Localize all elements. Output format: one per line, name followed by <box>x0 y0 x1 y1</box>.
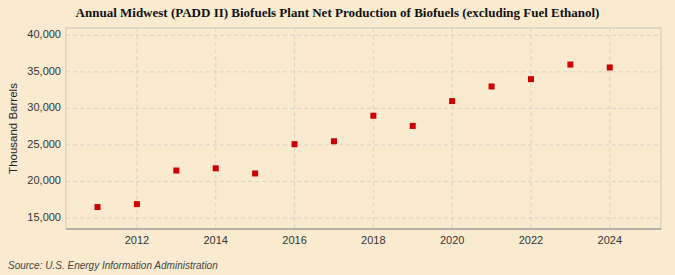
point <box>173 168 179 174</box>
point <box>252 170 258 176</box>
marks <box>95 62 613 211</box>
tick-label: 25,000 <box>27 138 61 150</box>
grid-line <box>66 108 661 109</box>
grid <box>66 28 661 229</box>
grid-line <box>609 28 610 229</box>
tick-label: 30,000 <box>27 101 61 113</box>
grid-line <box>373 28 374 229</box>
tick-label: 35,000 <box>27 65 61 77</box>
tick-label: 2016 <box>282 234 306 246</box>
tick-label: 2024 <box>598 234 622 246</box>
annotation: Source: U.S. Energy Information Administ… <box>8 260 218 271</box>
grid-line <box>530 28 531 229</box>
y-axis-label: Thousand Barrels <box>7 83 19 174</box>
grid-line <box>136 28 137 229</box>
grid-line <box>215 28 216 229</box>
tick-label: 2022 <box>519 234 543 246</box>
grid-line <box>66 35 661 36</box>
grid-line <box>294 28 295 229</box>
point <box>607 64 613 70</box>
point <box>95 204 101 210</box>
tick-label: 20,000 <box>27 174 61 186</box>
background <box>0 0 675 275</box>
point <box>449 98 455 104</box>
tick-label: 2014 <box>203 234 227 246</box>
tick-label: 2020 <box>440 234 464 246</box>
title: Annual Midwest (PADD II) Biofuels Plant … <box>76 5 600 20</box>
grid-line <box>66 144 661 145</box>
tick-label: 15,000 <box>27 211 61 223</box>
x-axis-line <box>66 229 661 230</box>
tick-label: 2012 <box>125 234 149 246</box>
point <box>331 138 337 144</box>
point <box>489 83 495 89</box>
point <box>410 123 416 129</box>
tick-label: 40,000 <box>27 28 61 40</box>
tick-label: 2018 <box>361 234 385 246</box>
plot-frame <box>66 28 661 229</box>
point <box>567 62 573 68</box>
grid-line <box>452 28 453 229</box>
point <box>370 113 376 119</box>
point <box>134 201 140 207</box>
point <box>213 165 219 171</box>
axes: 15,000 20,000 25,000 30,000 35,000 40,000 2012… <box>27 28 661 246</box>
grid-line <box>66 181 661 182</box>
point <box>292 141 298 147</box>
point <box>528 76 534 82</box>
grid-line <box>66 71 661 72</box>
chart: 15,000 20,000 25,000 30,000 35,000 40,000 2012… <box>0 0 675 275</box>
grid-line <box>66 218 661 219</box>
